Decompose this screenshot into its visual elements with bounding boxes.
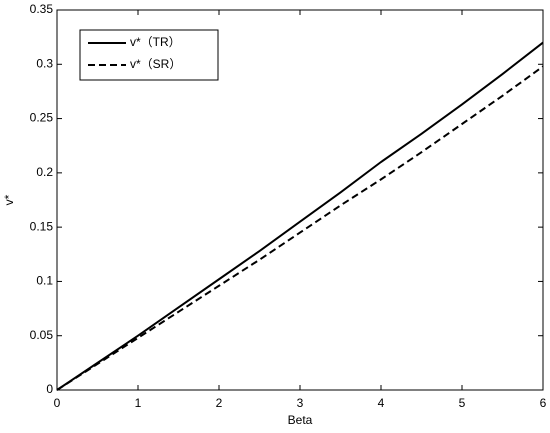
x-tick-label: 0 — [54, 396, 61, 410]
legend-label: v*（TR） — [130, 35, 181, 49]
y-axis-label: v* — [2, 194, 16, 205]
y-tick-label: 0.2 — [36, 165, 53, 179]
x-tick-label: 2 — [216, 396, 223, 410]
y-tick-label: 0 — [46, 382, 53, 396]
x-axis-label: Beta — [288, 413, 313, 427]
y-tick-label: 0.1 — [36, 274, 53, 288]
y-tick-label: 0.05 — [30, 328, 54, 342]
legend-label: v*（SR） — [130, 57, 181, 71]
series-line — [56, 41, 544, 391]
y-tick-label: 0.25 — [30, 111, 54, 125]
x-tick-label: 4 — [378, 396, 385, 410]
x-tick-label: 5 — [459, 396, 466, 410]
series-line — [56, 65, 544, 391]
x-tick-label: 1 — [135, 396, 142, 410]
x-tick-label: 3 — [297, 396, 304, 410]
legend-box — [79, 29, 219, 81]
y-tick-label: 0.3 — [36, 56, 53, 70]
y-tick-label: 0.15 — [30, 219, 54, 233]
x-tick-label: 6 — [540, 396, 547, 410]
y-tick-label: 0.35 — [30, 2, 54, 16]
